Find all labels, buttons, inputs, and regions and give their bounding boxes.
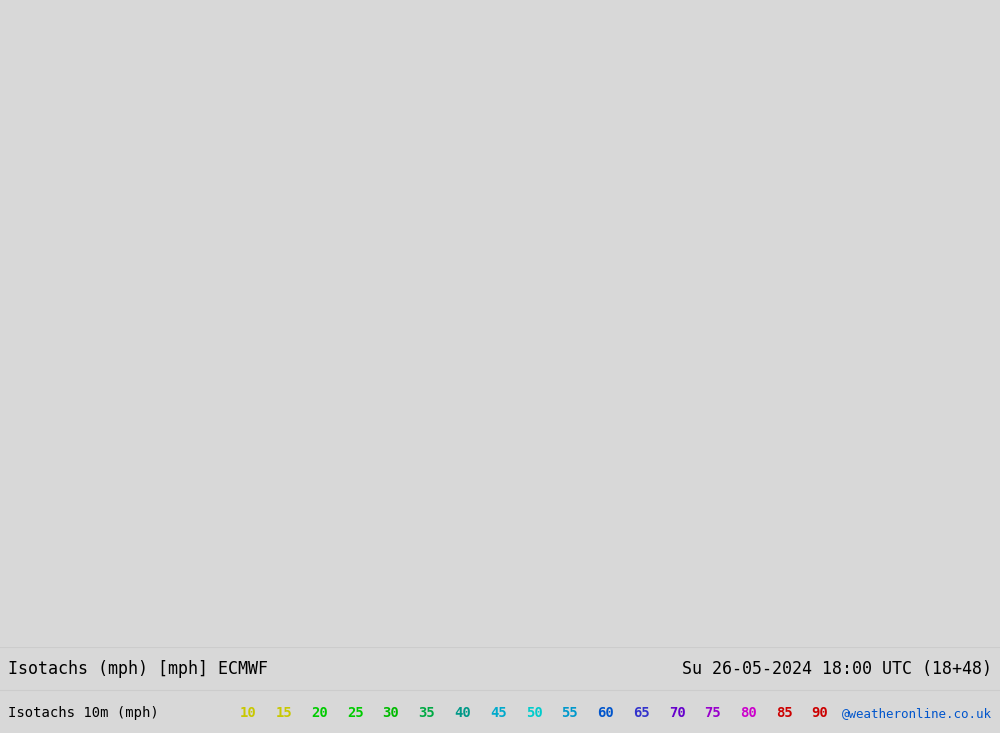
Text: 30: 30: [383, 706, 399, 720]
Text: 10: 10: [240, 706, 256, 720]
Text: 60: 60: [597, 706, 614, 720]
Text: 50: 50: [526, 706, 542, 720]
Text: 15: 15: [275, 706, 292, 720]
Text: 45: 45: [490, 706, 507, 720]
Text: 65: 65: [633, 706, 650, 720]
Text: 75: 75: [704, 706, 721, 720]
Text: Su 26-05-2024 18:00 UTC (18+48): Su 26-05-2024 18:00 UTC (18+48): [682, 660, 992, 678]
Text: 90: 90: [812, 706, 828, 720]
Text: 55: 55: [561, 706, 578, 720]
Text: 40: 40: [454, 706, 471, 720]
Text: 35: 35: [418, 706, 435, 720]
Text: Isotachs (mph) [mph] ECMWF: Isotachs (mph) [mph] ECMWF: [8, 660, 268, 678]
Text: 80: 80: [740, 706, 757, 720]
Text: 20: 20: [311, 706, 328, 720]
Text: @weatheronline.co.uk: @weatheronline.co.uk: [842, 707, 992, 720]
Text: 70: 70: [669, 706, 685, 720]
Text: 85: 85: [776, 706, 793, 720]
Text: 25: 25: [347, 706, 364, 720]
Text: Isotachs 10m (mph): Isotachs 10m (mph): [8, 706, 159, 720]
